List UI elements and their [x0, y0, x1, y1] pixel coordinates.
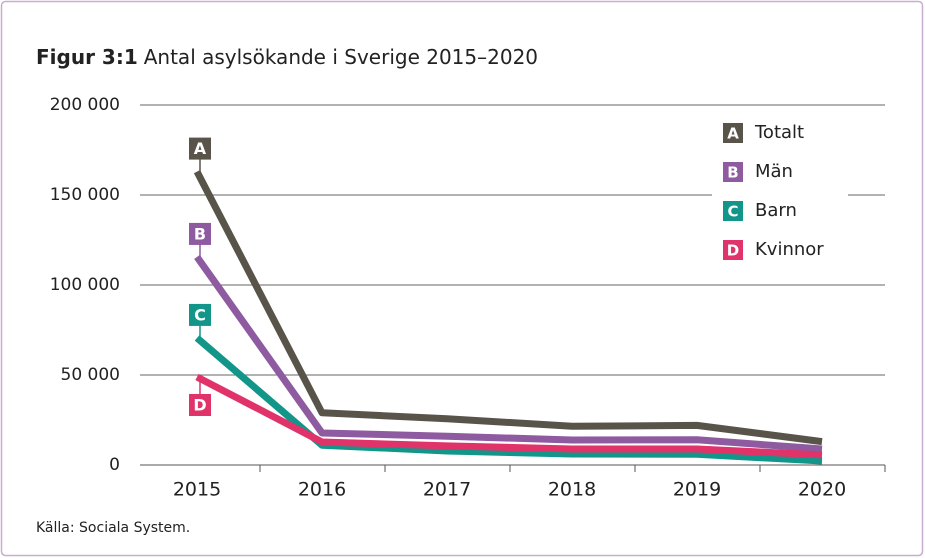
legend-swatch: [723, 123, 743, 143]
figure-label: Figur 3:1: [36, 45, 138, 69]
series-line: [193, 169, 823, 446]
x-tick-label: 2015: [173, 479, 221, 501]
legend-letter: A: [727, 125, 739, 143]
y-tick-label: 200 000: [50, 95, 120, 115]
marker-box: [189, 222, 211, 245]
marker-letter: B: [194, 224, 206, 243]
marker-letter: C: [194, 305, 206, 324]
y-tick-label: 100 000: [50, 275, 120, 295]
x-tick-label: 2020: [798, 479, 846, 501]
legend-letter: C: [727, 203, 738, 221]
legend-swatch: [723, 240, 743, 260]
legend-label: Kvinnor: [755, 239, 824, 260]
title-text: Antal asylsökande i Sverige 2015–2020: [144, 45, 538, 69]
chart-title: Figur 3:1 Antal asylsökande i Sverige 201…: [36, 45, 538, 69]
marker-box: [189, 393, 211, 416]
y-tick-label: 0: [109, 455, 120, 475]
x-tick-label: 2018: [548, 479, 596, 501]
legend-label: Män: [755, 161, 793, 182]
legend-label: Totalt: [754, 122, 804, 143]
marker-letter: D: [193, 395, 206, 414]
y-tick-label: 150 000: [50, 185, 120, 205]
x-tick-label: 2017: [423, 479, 471, 501]
x-axis-ticks: [259, 465, 886, 472]
y-tick-label: 50 000: [61, 365, 120, 385]
x-tick-label: 2016: [298, 479, 346, 501]
legend-swatch: [723, 162, 743, 182]
marker-box: [189, 303, 211, 326]
series-line: [194, 254, 823, 453]
legend-letter: D: [727, 242, 739, 260]
series-line: [195, 373, 823, 459]
source: Källa: Sociala System.: [36, 520, 190, 536]
x-tick-label: 2019: [673, 479, 721, 501]
legend-letter: B: [727, 164, 738, 182]
legend-label: Barn: [755, 200, 797, 221]
legend-swatch: [723, 201, 743, 221]
marker-letter: A: [194, 139, 207, 158]
marker-box: [189, 137, 211, 160]
